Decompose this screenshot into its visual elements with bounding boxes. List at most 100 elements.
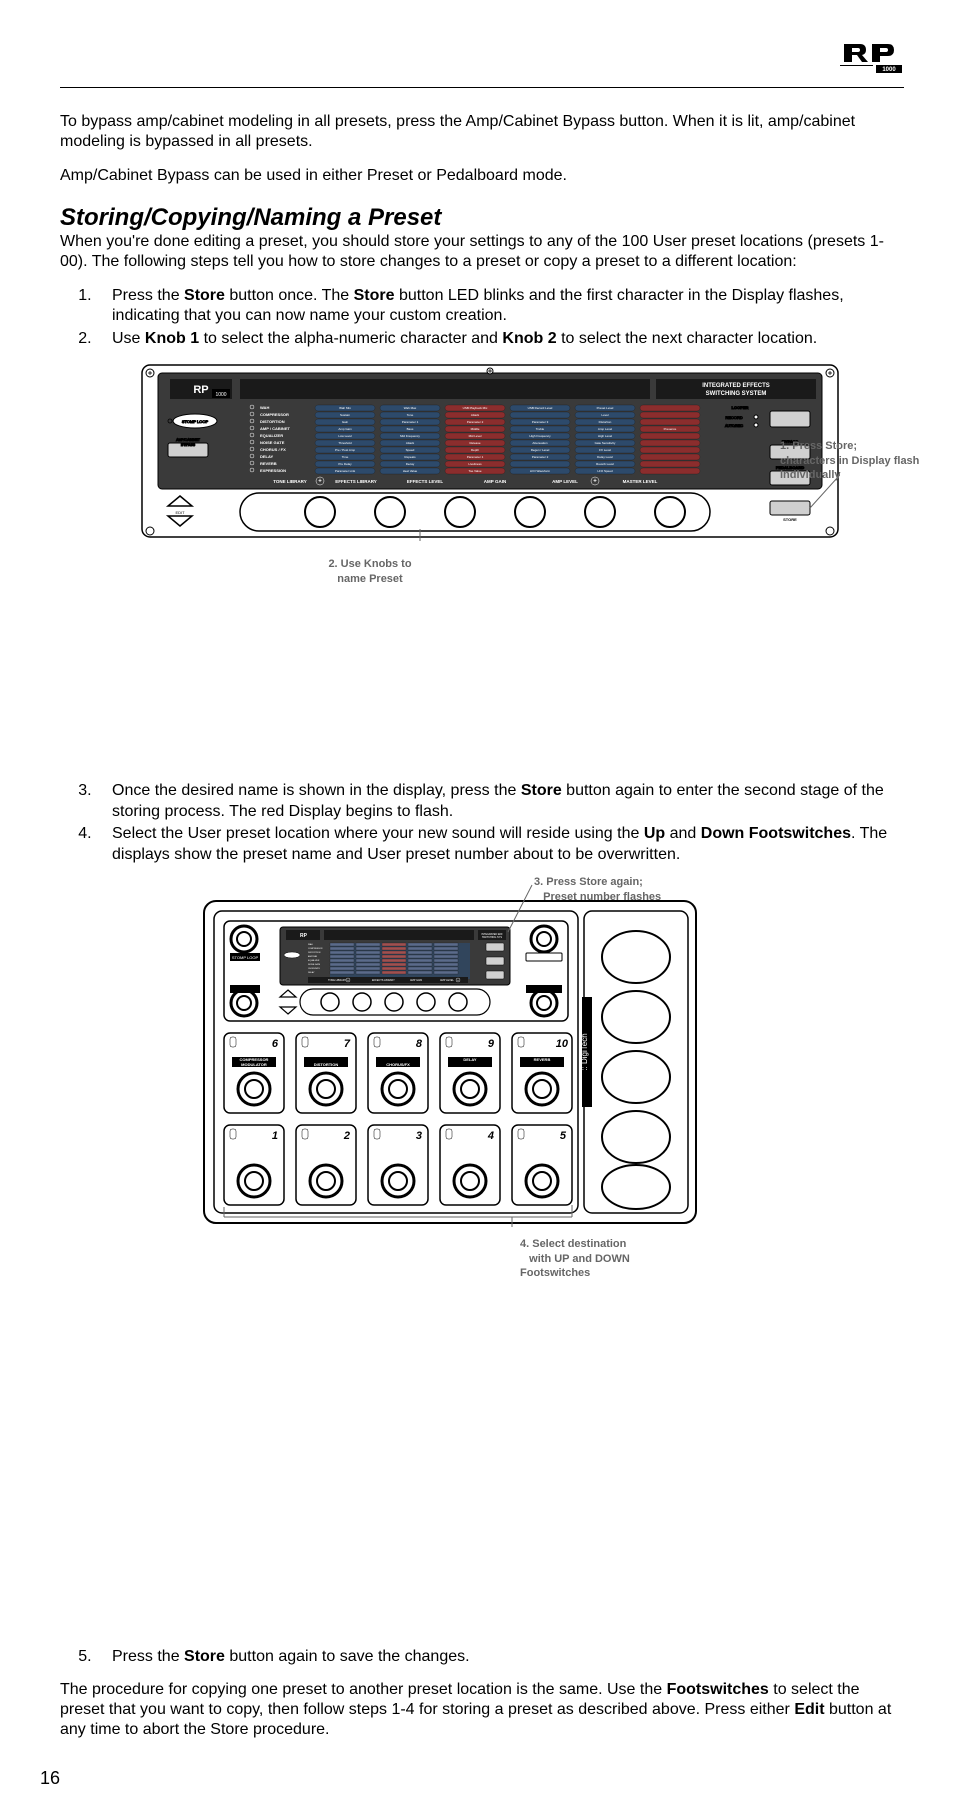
figure-2: 3. Press Store again; Preset number flas… bbox=[60, 877, 904, 1637]
svg-text:Reverb Level: Reverb Level bbox=[596, 462, 614, 466]
svg-text:NOISE GATE: NOISE GATE bbox=[308, 963, 321, 966]
svg-text:Attack: Attack bbox=[471, 413, 480, 417]
svg-text:Mid Level: Mid Level bbox=[469, 434, 482, 438]
svg-text:Distortion: Distortion bbox=[599, 420, 612, 424]
svg-text:DELAY: DELAY bbox=[463, 1057, 477, 1062]
svg-text:EFFECTS LIBRARY: EFFECTS LIBRARY bbox=[335, 479, 377, 484]
svg-text:Middle: Middle bbox=[471, 427, 480, 431]
closing-p: The procedure for copying one preset to … bbox=[60, 1680, 904, 1740]
svg-text:Liveliness: Liveliness bbox=[468, 462, 482, 466]
svg-text:Pre / Post Amp: Pre / Post Amp bbox=[335, 448, 355, 452]
fig1-caption-bottom: 2. Use Knobs to name Preset bbox=[310, 557, 430, 586]
svg-text:Time: Time bbox=[342, 455, 349, 459]
svg-text:FX Level: FX Level bbox=[599, 448, 611, 452]
svg-text:MODULATOR: MODULATOR bbox=[241, 1062, 267, 1067]
svg-text:Delay Level: Delay Level bbox=[597, 455, 613, 459]
svg-text:5: 5 bbox=[560, 1130, 567, 1142]
svg-text:+: + bbox=[347, 978, 349, 982]
svg-text:Release: Release bbox=[469, 441, 480, 445]
svg-text:Depth: Depth bbox=[471, 448, 479, 452]
svg-text:INTEGRATED EFFECTS: INTEGRATED EFFECTS bbox=[702, 383, 770, 389]
svg-text:RP: RP bbox=[193, 384, 208, 396]
svg-text:Parameter 3: Parameter 3 bbox=[532, 420, 549, 424]
svg-text:LOOPER: LOOPER bbox=[732, 405, 749, 410]
svg-text:AMP/CABINET: AMP/CABINET bbox=[176, 438, 201, 442]
svg-text:COMPRESSOR: COMPRESSOR bbox=[260, 412, 289, 417]
step-2: Use Knob 1 to select the alpha-numeric c… bbox=[96, 329, 904, 349]
svg-text:EFFECTS LIBRARY: EFFECTS LIBRARY bbox=[372, 979, 395, 982]
svg-text:Wah Max: Wah Max bbox=[404, 406, 417, 410]
svg-text:Attack: Attack bbox=[406, 441, 415, 445]
svg-text:RECORD: RECORD bbox=[725, 415, 742, 420]
intro-p1: To bypass amp/cabinet modeling in all pr… bbox=[60, 112, 904, 152]
step-list-2: Once the desired name is shown in the di… bbox=[60, 781, 904, 865]
svg-text:Presence: Presence bbox=[664, 427, 677, 431]
step-3: Once the desired name is shown in the di… bbox=[96, 781, 904, 822]
svg-text:4: 4 bbox=[487, 1130, 494, 1142]
svg-text:Tone: Tone bbox=[407, 413, 414, 417]
svg-text:Preset Level: Preset Level bbox=[597, 406, 614, 410]
svg-text:MASTER LEVEL: MASTER LEVEL bbox=[623, 479, 658, 484]
svg-text:DISTORTION: DISTORTION bbox=[314, 1062, 339, 1067]
svg-text:Heel Value: Heel Value bbox=[403, 469, 418, 473]
svg-text:EQUALIZER: EQUALIZER bbox=[260, 433, 283, 438]
fig1-caption-right: 1. Press Store; characters in Display fl… bbox=[780, 439, 930, 482]
step-5: Press the Store button again to save the… bbox=[96, 1647, 904, 1667]
svg-text:BYPASS: BYPASS bbox=[181, 443, 196, 447]
svg-text:EXPRESSION: EXPRESSION bbox=[260, 468, 286, 473]
svg-text:Toe Value: Toe Value bbox=[468, 469, 481, 473]
svg-text:AUTO/REC: AUTO/REC bbox=[725, 424, 743, 428]
svg-text:Bass: Bass bbox=[407, 427, 414, 431]
svg-text:Pre Delay: Pre Delay bbox=[338, 462, 352, 466]
svg-text:COMPRESSOR: COMPRESSOR bbox=[308, 948, 323, 950]
svg-text:EFFECTS LEVEL: EFFECTS LEVEL bbox=[407, 479, 444, 484]
step-4: Select the User preset location where yo… bbox=[96, 824, 904, 865]
svg-text::: DigiTech: :: DigiTech bbox=[580, 1034, 589, 1071]
svg-text:Amp Gain: Amp Gain bbox=[338, 427, 352, 431]
step-1: Press the Store button once. The Store b… bbox=[96, 286, 904, 327]
svg-text:Parameter 1: Parameter 1 bbox=[467, 455, 484, 459]
svg-text:TONE LIBRARY: TONE LIBRARY bbox=[328, 979, 347, 982]
figure-1: RP 1000 INTEGRATED EFFECTS SWITCHING SYS… bbox=[60, 361, 904, 771]
logo-sub-text: 1000 bbox=[882, 67, 896, 73]
svg-text:Parameter 2: Parameter 2 bbox=[532, 455, 549, 459]
svg-text:Parameter Link: Parameter Link bbox=[335, 469, 356, 473]
svg-text:1000: 1000 bbox=[215, 392, 226, 398]
svg-text:7: 7 bbox=[344, 1038, 351, 1050]
svg-text:6: 6 bbox=[272, 1038, 279, 1050]
svg-text:USB Playback Mix: USB Playback Mix bbox=[463, 406, 488, 410]
svg-text:DISTORTION: DISTORTION bbox=[260, 419, 285, 424]
svg-text:CHORUS / FX: CHORUS / FX bbox=[260, 447, 286, 452]
svg-text:SWITCHING SYS: SWITCHING SYS bbox=[482, 936, 502, 939]
svg-text:3: 3 bbox=[416, 1130, 422, 1142]
svg-text:REVERB: REVERB bbox=[260, 461, 277, 466]
svg-text:8: 8 bbox=[416, 1038, 423, 1050]
svg-text:Decay: Decay bbox=[406, 462, 415, 466]
svg-text:2: 2 bbox=[343, 1130, 350, 1142]
svg-text:EQUALIZER: EQUALIZER bbox=[308, 959, 320, 962]
svg-text:+: + bbox=[318, 479, 322, 485]
svg-text:USB Record Level: USB Record Level bbox=[528, 406, 553, 410]
svg-text:LFO Speed: LFO Speed bbox=[597, 469, 613, 473]
svg-text:SWITCHING SYSTEM: SWITCHING SYSTEM bbox=[706, 391, 767, 397]
svg-text:Level: Level bbox=[601, 413, 609, 417]
brand-logo: 1000 bbox=[60, 40, 904, 79]
page-number: 16 bbox=[40, 1768, 904, 1789]
svg-text:Mid Frequency: Mid Frequency bbox=[400, 434, 420, 438]
svg-text:Treble: Treble bbox=[536, 427, 545, 431]
svg-text:High Level: High Level bbox=[598, 434, 613, 438]
svg-text:10: 10 bbox=[556, 1038, 569, 1050]
svg-text:DELAY: DELAY bbox=[308, 971, 315, 974]
svg-text:Attenuation: Attenuation bbox=[532, 441, 548, 445]
svg-text:Sustain: Sustain bbox=[340, 413, 350, 417]
svg-text:+: + bbox=[593, 479, 597, 485]
step-list-1: Press the Store button once. The Store b… bbox=[60, 286, 904, 349]
svg-text:AMP GAIN: AMP GAIN bbox=[410, 979, 422, 982]
svg-text:WAH: WAH bbox=[260, 405, 269, 410]
svg-text:TONE LIBRARY: TONE LIBRARY bbox=[273, 479, 307, 484]
svg-text:REVERB: REVERB bbox=[534, 1057, 551, 1062]
svg-text:Wah Min: Wah Min bbox=[339, 406, 351, 410]
after-heading-p: When you're done editing a preset, you s… bbox=[60, 232, 904, 272]
svg-text:Parameter 1: Parameter 1 bbox=[402, 420, 419, 424]
svg-text:Repeats: Repeats bbox=[404, 455, 416, 459]
